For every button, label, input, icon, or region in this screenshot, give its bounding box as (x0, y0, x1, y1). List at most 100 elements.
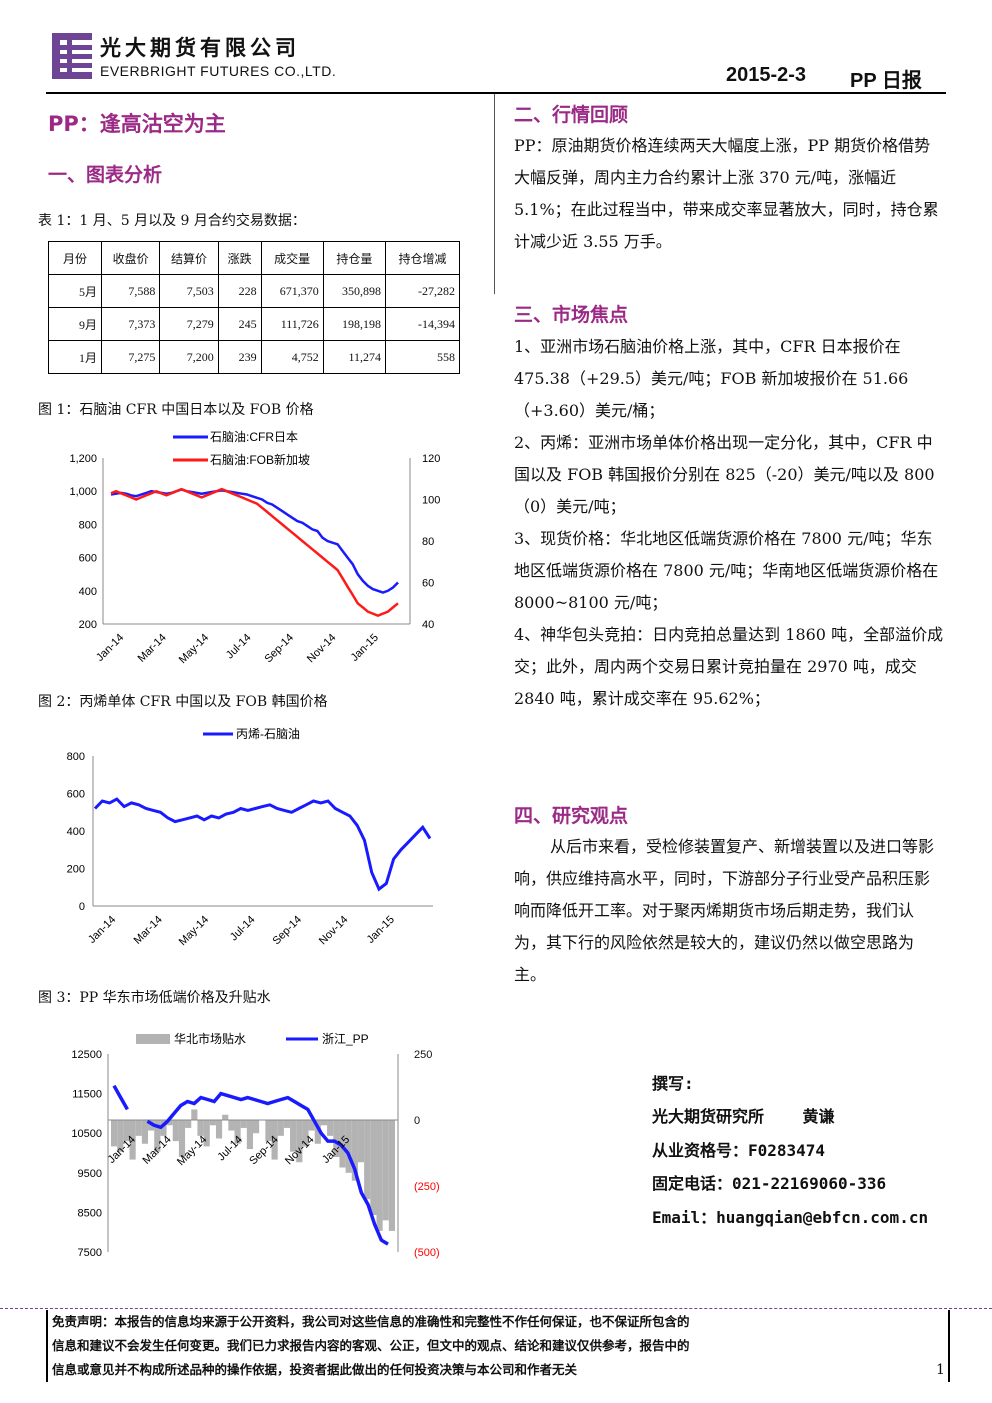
area-bar (357, 1120, 365, 1163)
area-bar (123, 1120, 130, 1142)
legend-label: 石脑油:FOB新加坡 (210, 452, 310, 467)
table-cell: 671,370 (260, 274, 324, 308)
y-tick-label: 8500 (78, 1207, 102, 1219)
area-bar (364, 1120, 371, 1200)
disclaimer-line: 信息或意见并不构成所述品种的操作依据，投资者据此做出的任何投资决策与本公司和作者… (52, 1362, 578, 1377)
area-bar (154, 1120, 161, 1152)
y-tick-label: (500) (414, 1247, 440, 1259)
area-bar (351, 1120, 358, 1181)
y-tick-label: 7500 (78, 1247, 102, 1259)
main-title: PP：逢高沽空为主 (48, 112, 226, 136)
series-line-cfr-japan (110, 488, 399, 594)
author-phone: 固定电话：021-22169060-336 (652, 1174, 887, 1193)
y-tick-label: 10500 (71, 1128, 102, 1140)
market-focus-list: 1、亚洲市场石脑油价格上涨，其中，CFR 日本报价在 475.38（+29.5）… (514, 331, 944, 715)
x-tick-label: Jan-14 (94, 632, 126, 664)
area-bar (160, 1120, 167, 1136)
x-tick-label: Sep-14 (262, 632, 296, 666)
x-tick-label: Sep-14 (270, 914, 304, 948)
table-cell: 7,503 (159, 274, 219, 308)
legend-label: 华北市场贴水 (174, 1031, 246, 1046)
area-bar (382, 1120, 389, 1221)
series-line-fob-singapore (110, 487, 399, 618)
area-bar (203, 1120, 210, 1147)
legend-label: 丙烯-石脑油 (236, 727, 300, 741)
area-bar (333, 1120, 340, 1157)
table-row: 5月 7,588 7,503 228 671,370 350,898 -27,2… (48, 274, 460, 308)
table-row: 1月 7,275 7,200 239 4,752 11,274 558 (48, 340, 460, 374)
legend-label: 石脑油:CFR日本 (210, 430, 298, 444)
area-bar (265, 1120, 272, 1142)
table-cell: -14,394 (385, 307, 460, 341)
area-bar (209, 1120, 216, 1126)
table-header-cell: 成交量 (260, 241, 324, 275)
area-bar (314, 1120, 321, 1144)
y-tick-label: 1,000 (69, 486, 97, 498)
y-tick-label: 800 (67, 751, 85, 763)
market-review-text: PP：原油期货价格连续两天大幅度上涨，PP 期货价格借势大幅反弹，周内主力合约累… (514, 136, 939, 251)
section-title-research-view: 四、研究观点 (514, 805, 629, 827)
y-tick-label: 60 (422, 578, 434, 590)
table-header-cell: 涨跌 (217, 241, 262, 275)
area-bar (339, 1120, 346, 1168)
area-bar (191, 1109, 198, 1120)
table1-caption: 表 1：1 月、5 月以及 9 月合约交易数据： (38, 213, 306, 229)
series-line-propylene-naphtha (93, 797, 432, 892)
y-tick-label: 400 (79, 586, 97, 598)
disclaimer-box (46, 1310, 950, 1382)
area-bar (302, 1120, 309, 1147)
list-item: 2、丙烯：亚洲市场单体价格出现一定分化，其中，CFR 中国以及 FOB 韩国报价… (514, 433, 935, 516)
area-bar (345, 1120, 352, 1173)
table-cell: 5月 (48, 274, 102, 308)
propylene-spread-chart: 0 200 400 600 800 丙烯-石脑油 Jan-14 Mar-14 May-14 Jul… (67, 727, 433, 948)
area-bar (215, 1120, 223, 1139)
report-type: PP 日报 (850, 70, 922, 92)
area-bar (253, 1120, 260, 1134)
table-header-row: 月份 收盘价 结算价 涨跌 成交量 持仓量 持仓增减 (48, 241, 460, 275)
area-bar (135, 1120, 142, 1136)
y-tick-label: 0 (79, 901, 85, 913)
research-view-text: 从后市来看，受检修装置复产、新增装置以及进口等影响，供应维持高水平，同时，下游部… (514, 837, 935, 984)
area-bar (308, 1120, 315, 1131)
table-cell: 350,898 (322, 274, 387, 308)
x-tick-label: Nov-14 (305, 632, 339, 666)
area-bar (222, 1114, 229, 1120)
area-bar (320, 1120, 328, 1126)
area-bar (185, 1120, 192, 1128)
table-cell: 245 (217, 307, 262, 341)
table-cell: 11,274 (322, 340, 387, 374)
x-tick-label: Jul-14 (228, 914, 258, 944)
chart1-caption: 图 1：石脑油 CFR 中国日本以及 FOB 价格 (38, 402, 314, 418)
y-tick-label: 100 (422, 495, 440, 507)
y-tick-label: 200 (79, 619, 97, 631)
area-bar (228, 1120, 235, 1131)
y-tick-label: 200 (67, 864, 85, 876)
header-rule (46, 92, 946, 94)
table-cell: 558 (385, 340, 460, 374)
table-cell: 4,752 (260, 340, 324, 374)
list-item: 3、现货价格：华北地区低端货源价格在 7800 元/吨；华东地区低端货源价格在 … (514, 529, 939, 612)
table-cell: 7,275 (100, 340, 161, 374)
author-email: Email：huangqian@ebfcn.com.cn (652, 1208, 929, 1227)
table-cell: 228 (217, 274, 262, 308)
section-title-market-focus: 三、市场焦点 (514, 304, 629, 326)
area-bar (283, 1120, 291, 1128)
table-cell: 7,279 (159, 307, 219, 341)
chart2-caption: 图 2：丙烯单体 CFR 中国以及 FOB 韩国价格 (38, 694, 328, 710)
y-tick-label: 40 (422, 619, 434, 631)
y-tick-label: 12500 (71, 1049, 102, 1061)
chart3-caption: 图 3：PP 华东市场低端价格及升贴水 (38, 990, 271, 1006)
x-tick-label: Jan-15 (365, 914, 397, 946)
y-tick-label: 80 (422, 536, 434, 548)
author-license: 从业资格号：F0283474 (652, 1141, 826, 1160)
x-tick-label: Jan-14 (86, 914, 118, 946)
area-bar (376, 1120, 383, 1231)
legend-swatch (136, 1034, 170, 1044)
author-label: 撰写: (652, 1074, 694, 1093)
table-row: 9月 7,373 7,279 245 111,726 198,198 -14,3… (48, 307, 460, 341)
x-tick-label: Mar-14 (132, 914, 165, 947)
footer-rule (0, 1308, 992, 1309)
y-tick-label: 11500 (72, 1089, 102, 1101)
legend-label: 浙江_PP (322, 1032, 369, 1046)
area-bar (178, 1120, 186, 1157)
